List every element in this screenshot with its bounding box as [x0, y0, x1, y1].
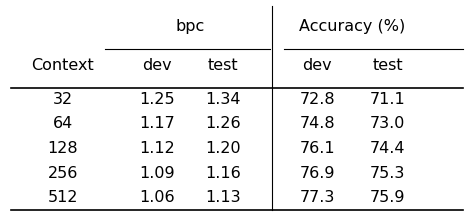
Text: 1.17: 1.17 [139, 116, 175, 132]
Text: dev: dev [302, 58, 332, 73]
Text: test: test [208, 58, 238, 73]
Text: 1.34: 1.34 [205, 92, 241, 107]
Text: bpc: bpc [175, 19, 204, 35]
Text: 64: 64 [53, 116, 73, 132]
Text: 1.09: 1.09 [139, 165, 175, 181]
Text: 74.4: 74.4 [370, 141, 406, 156]
Text: 73.0: 73.0 [370, 116, 405, 132]
Text: 512: 512 [47, 190, 78, 205]
Text: dev: dev [142, 58, 172, 73]
Text: 32: 32 [53, 92, 73, 107]
Text: 256: 256 [47, 165, 78, 181]
Text: 128: 128 [47, 141, 78, 156]
Text: 71.1: 71.1 [370, 92, 406, 107]
Text: Context: Context [31, 58, 94, 73]
Text: 1.25: 1.25 [139, 92, 175, 107]
Text: 74.8: 74.8 [299, 116, 335, 132]
Text: 1.20: 1.20 [205, 141, 241, 156]
Text: 1.12: 1.12 [139, 141, 175, 156]
Text: 75.3: 75.3 [370, 165, 405, 181]
Text: 1.26: 1.26 [205, 116, 241, 132]
Text: 1.13: 1.13 [205, 190, 241, 205]
Text: 76.1: 76.1 [299, 141, 335, 156]
Text: 1.16: 1.16 [205, 165, 241, 181]
Text: 77.3: 77.3 [300, 190, 335, 205]
Text: 72.8: 72.8 [299, 92, 335, 107]
Text: test: test [373, 58, 403, 73]
Text: 76.9: 76.9 [300, 165, 335, 181]
Text: 75.9: 75.9 [370, 190, 406, 205]
Text: Accuracy (%): Accuracy (%) [299, 19, 406, 35]
Text: 1.06: 1.06 [139, 190, 175, 205]
